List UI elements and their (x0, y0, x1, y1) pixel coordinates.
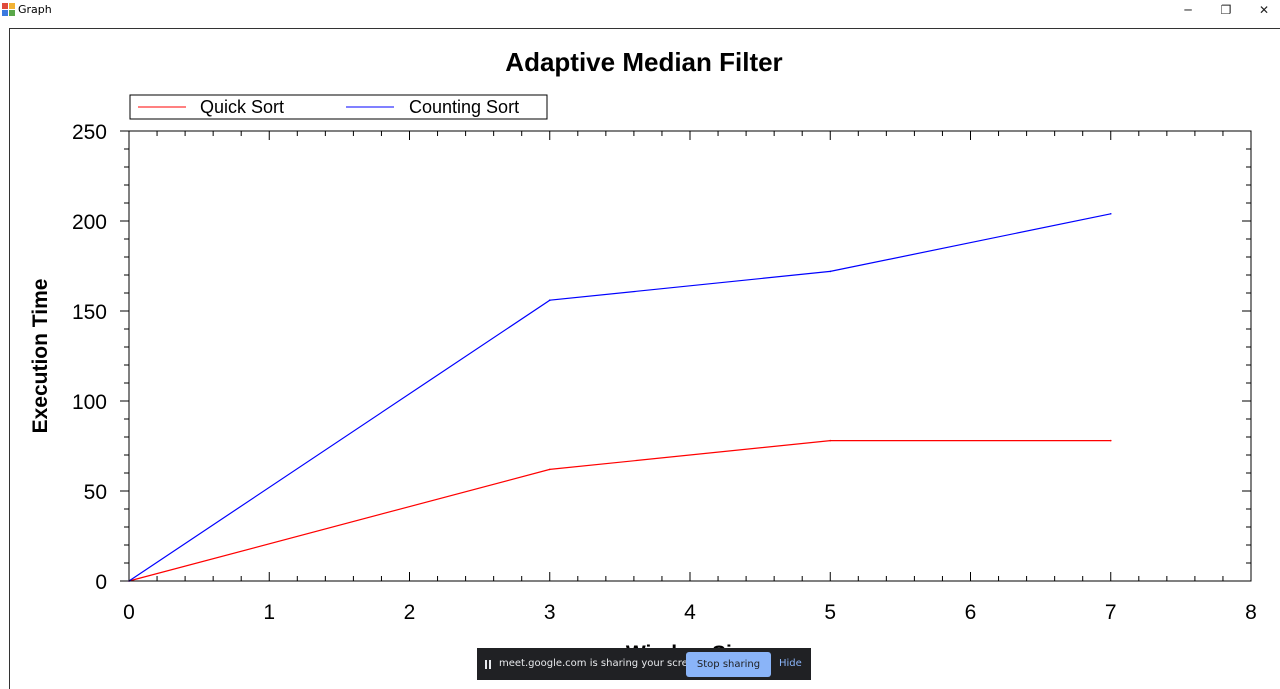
share-message: meet.google.com is sharing your screen. (499, 658, 704, 669)
y-tick-label: 150 (72, 301, 107, 324)
x-tick-label: 1 (263, 601, 275, 624)
x-tick-label: 0 (123, 601, 135, 624)
legend-label-quick-sort: Quick Sort (200, 97, 284, 117)
restore-button[interactable]: ❐ (1220, 3, 1232, 17)
screen-share-bar: meet.google.com is sharing your screen. … (477, 648, 811, 680)
x-tick-label: 6 (965, 601, 977, 624)
series-line-counting-sort (128, 213, 1111, 582)
y-tick-label: 0 (95, 571, 107, 594)
plot-area-frame (128, 130, 1252, 582)
x-tick-label: 2 (404, 601, 416, 624)
y-tick-label: 100 (72, 391, 107, 414)
x-tick-label: 4 (684, 601, 696, 624)
x-tick-label: 8 (1245, 601, 1257, 624)
legend-box (129, 94, 548, 120)
y-tick-label: 50 (84, 481, 107, 504)
title-bar: Graph ─ ❐ ✕ (0, 0, 1280, 20)
chart-title: Adaptive Median Filter (505, 47, 782, 77)
y-axis-label: Execution Time (29, 279, 52, 434)
data-point-quick-sort (1109, 439, 1112, 442)
app-icon (2, 3, 15, 16)
data-point-quick-sort (829, 439, 832, 442)
hide-button[interactable]: Hide (779, 658, 802, 669)
chart-panel: Adaptive Median Filter Execution Time Wi… (9, 28, 1280, 689)
window-title: Graph (18, 3, 52, 16)
series-line-quick-sort (128, 440, 1111, 582)
data-point-quick-sort (548, 468, 551, 471)
pause-icon[interactable] (485, 660, 492, 669)
x-tick-label: 7 (1105, 601, 1117, 624)
close-button[interactable]: ✕ (1258, 3, 1270, 17)
minimize-button[interactable]: ─ (1184, 3, 1192, 17)
x-tick-label: 3 (544, 601, 556, 624)
legend-label-counting-sort: Counting Sort (409, 97, 519, 117)
stop-sharing-button[interactable]: Stop sharing (686, 652, 771, 677)
y-tick-label: 200 (72, 211, 107, 234)
legend: Quick Sort Counting Sort (129, 94, 548, 120)
x-tick-label: 5 (824, 601, 836, 624)
line-chart: Adaptive Median Filter Execution Time Wi… (29, 47, 1257, 665)
y-tick-label: 250 (72, 121, 107, 144)
data-point-counting-sort (548, 299, 551, 302)
data-point-counting-sort (829, 270, 832, 273)
data-point-counting-sort (1109, 213, 1112, 215)
